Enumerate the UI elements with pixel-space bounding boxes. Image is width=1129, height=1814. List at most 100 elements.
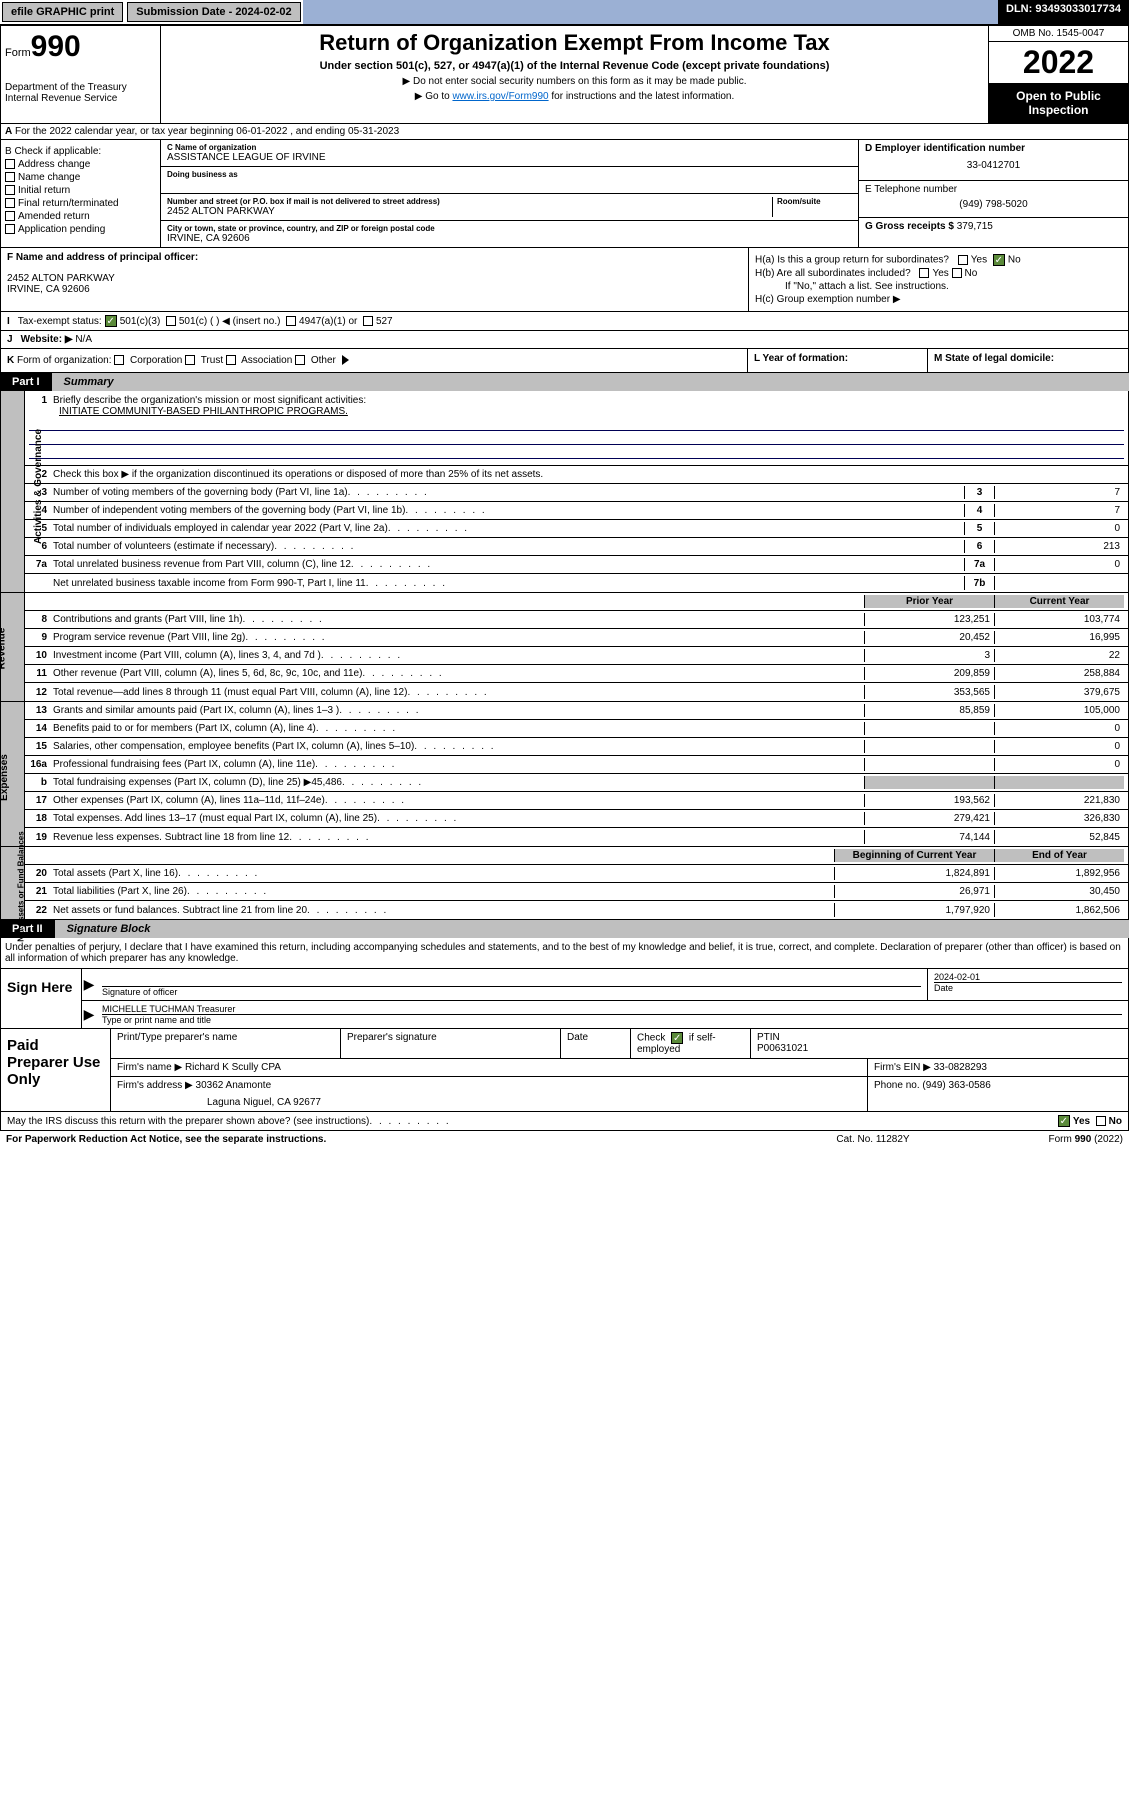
row-j: J Website: ▶ N/A	[0, 331, 1129, 349]
checkbox-icon[interactable]	[5, 172, 15, 182]
checkbox-icon[interactable]	[1096, 1116, 1106, 1126]
discuss-row: May the IRS discuss this return with the…	[0, 1112, 1129, 1131]
line-text: Total revenue—add lines 8 through 11 (mu…	[53, 687, 864, 698]
table-row: 20 Total assets (Part X, line 16) 1,824,…	[25, 865, 1128, 883]
l6-text: Total number of volunteers (estimate if …	[53, 541, 964, 552]
curr-val: 52,845	[994, 830, 1124, 844]
dln-label: DLN: 93493033017734	[998, 0, 1129, 24]
pra-notice: For Paperwork Reduction Act Notice, see …	[6, 1134, 773, 1145]
checkbox-icon[interactable]	[185, 355, 195, 365]
checkbox-checked-icon[interactable]: ✓	[993, 254, 1005, 266]
checkbox-icon[interactable]	[919, 268, 929, 278]
prior-val: 1,797,920	[834, 903, 994, 917]
ha-label: H(a) Is this a group return for subordin…	[755, 255, 949, 266]
table-row: 17 Other expenses (Part IX, column (A), …	[25, 792, 1128, 810]
firm-addr: Firm's address ▶ 30362 Anamonte Laguna N…	[111, 1077, 868, 1111]
l4-text: Number of independent voting members of …	[53, 505, 964, 516]
l2-text: Check this box ▶ if the organization dis…	[53, 469, 1124, 480]
row-l: L Year of formation:	[748, 349, 928, 372]
prior-val: 26,971	[834, 885, 994, 898]
line-text: Salaries, other compensation, employee b…	[53, 741, 864, 752]
table-row: 15 Salaries, other compensation, employe…	[25, 738, 1128, 756]
form-note-1: ▶ Do not enter social security numbers o…	[169, 76, 980, 87]
open-public-label: Open to Public Inspection	[989, 83, 1128, 123]
checkbox-checked-icon[interactable]: ✓	[1058, 1115, 1070, 1127]
line-text: Other expenses (Part IX, column (A), lin…	[53, 795, 864, 806]
checkbox-icon[interactable]	[958, 255, 968, 265]
website-value: N/A	[75, 334, 92, 345]
row-i: I Tax-exempt status: ✓501(c)(3) 501(c) (…	[0, 312, 1129, 331]
city: IRVINE, CA 92606	[167, 233, 852, 244]
dept-label: Department of the Treasury Internal Reve…	[5, 82, 156, 104]
checkbox-icon[interactable]	[5, 159, 15, 169]
section-expenses: Expenses 13 Grants and similar amounts p…	[0, 702, 1129, 847]
prep-h1: Print/Type preparer's name	[111, 1029, 341, 1058]
prior-val: 209,859	[864, 667, 994, 680]
prior-val: 85,859	[864, 704, 994, 717]
part1-title: Summary	[52, 373, 1129, 391]
line-text: Investment income (Part VIII, column (A)…	[53, 650, 864, 661]
submission-date-label: Submission Date - 2024-02-02	[127, 2, 300, 22]
header-left: Form990 Department of the Treasury Inter…	[1, 26, 161, 123]
prior-val: 3	[864, 649, 994, 662]
curr-val: 0	[994, 740, 1124, 753]
side-label-exp: Expenses	[1, 702, 25, 846]
checkbox-icon[interactable]	[363, 316, 373, 326]
officer-name: MICHELLE TUCHMAN Treasurer	[102, 1004, 1122, 1014]
website-label: Website: ▶	[21, 334, 73, 345]
irs-link[interactable]: www.irs.gov/Form990	[452, 91, 548, 102]
table-row: 22 Net assets or fund balances. Subtract…	[25, 901, 1128, 919]
checkbox-icon[interactable]	[5, 198, 15, 208]
curr-val: 0	[994, 722, 1124, 735]
prior-val: 123,251	[864, 613, 994, 626]
side-label-ag: Activities & Governance	[1, 391, 25, 592]
table-row: b Total fundraising expenses (Part IX, c…	[25, 774, 1128, 792]
l7a-val: 0	[994, 558, 1124, 571]
checkbox-icon[interactable]	[952, 268, 962, 278]
table-row: 9 Program service revenue (Part VIII, li…	[25, 629, 1128, 647]
l6-val: 213	[994, 540, 1124, 553]
line-text: Revenue less expenses. Subtract line 18 …	[53, 832, 864, 843]
checkbox-icon[interactable]	[5, 211, 15, 221]
phone-value: (949) 798-5020	[865, 195, 1122, 214]
line-text: Total fundraising expenses (Part IX, col…	[53, 777, 864, 788]
checkbox-icon[interactable]	[5, 224, 15, 234]
table-row: 11 Other revenue (Part VIII, column (A),…	[25, 665, 1128, 683]
checkbox-icon[interactable]	[295, 355, 305, 365]
form-header: Form990 Department of the Treasury Inter…	[0, 25, 1129, 124]
checkbox-icon[interactable]	[166, 316, 176, 326]
arrow-icon: ▶	[82, 1001, 96, 1028]
paid-preparer-block: Paid Preparer Use Only Print/Type prepar…	[0, 1029, 1129, 1112]
line-text: Benefits paid to or for members (Part IX…	[53, 723, 864, 734]
efile-button[interactable]: efile GRAPHIC print	[2, 2, 123, 22]
checkbox-icon[interactable]	[5, 185, 15, 195]
checkbox-checked-icon[interactable]: ✓	[671, 1032, 683, 1044]
prep-h3: Date	[561, 1029, 631, 1058]
checkbox-checked-icon[interactable]: ✓	[105, 315, 117, 327]
eoy-hdr: End of Year	[994, 849, 1124, 862]
curr-val: 16,995	[994, 631, 1124, 644]
row-a: A For the 2022 calendar year, or tax yea…	[0, 124, 1129, 140]
checkbox-icon[interactable]	[286, 316, 296, 326]
prior-val: 353,565	[864, 685, 994, 699]
l1-text: Briefly describe the organization's miss…	[53, 395, 366, 406]
topbar-spacer	[303, 0, 998, 24]
org-name: ASSISTANCE LEAGUE OF IRVINE	[167, 152, 852, 163]
block-identity: B Check if applicable: Address change Na…	[0, 140, 1129, 248]
omb-label: OMB No. 1545-0047	[989, 26, 1128, 42]
curr-val: 105,000	[994, 704, 1124, 717]
section-net-assets: Net Assets or Fund Balances bBeginning o…	[0, 847, 1129, 920]
tax-exempt-label: Tax-exempt status:	[18, 316, 102, 327]
line-text: Other revenue (Part VIII, column (A), li…	[53, 668, 864, 679]
curr-val: 1,892,956	[994, 867, 1124, 880]
checkbox-icon[interactable]	[114, 355, 124, 365]
sign-here-label: Sign Here	[1, 969, 81, 1028]
org-name-label: C Name of organization	[167, 143, 852, 152]
form-ref: Form 990 (2022)	[973, 1134, 1123, 1145]
checkbox-icon[interactable]	[226, 355, 236, 365]
l3-text: Number of voting members of the governin…	[53, 487, 964, 498]
section-revenue: Revenue bPrior YearCurrent Year 8 Contri…	[0, 593, 1129, 702]
block-fh: F Name and address of principal officer:…	[0, 248, 1129, 312]
prior-val: 20,452	[864, 631, 994, 644]
line-text: Total liabilities (Part X, line 26)	[53, 886, 834, 897]
